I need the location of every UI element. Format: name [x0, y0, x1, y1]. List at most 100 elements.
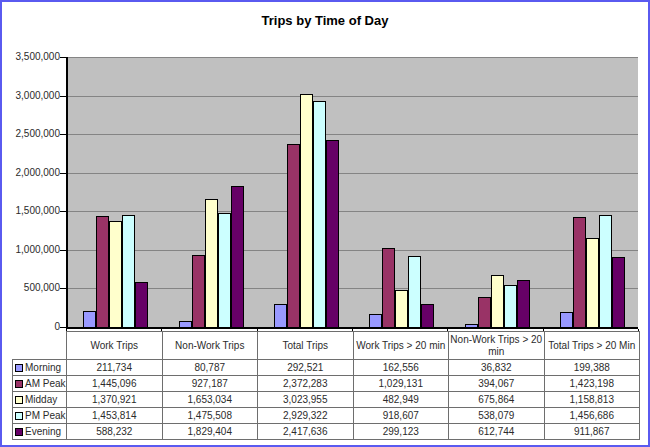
- legend-label: Midday: [25, 394, 57, 405]
- y-axis-label: 1,500,000: [4, 206, 60, 216]
- chart-data-table: Work TripsNon-Work TripsTotal TripsWork …: [12, 331, 640, 440]
- bar-evening: [326, 140, 339, 327]
- bar-am-peak: [382, 248, 395, 327]
- bar-pm-peak: [599, 215, 612, 327]
- bar-evening: [517, 280, 530, 327]
- bar-evening: [612, 257, 625, 327]
- value-cell: 292,521: [258, 360, 354, 376]
- value-cell: 1,456,686: [544, 408, 640, 424]
- value-cell: 482,949: [353, 392, 449, 408]
- table-row: Evening 588,2321,829,4042,417,636299,1236…: [13, 424, 640, 440]
- legend-cell-midday: Midday: [13, 392, 67, 408]
- legend-swatch-icon: [15, 364, 23, 372]
- value-cell: 918,607: [353, 408, 449, 424]
- bar-pm-peak: [218, 213, 231, 327]
- legend-swatch-icon: [15, 428, 23, 436]
- legend-label: PM Peak: [25, 410, 66, 421]
- table-corner-cell: [13, 332, 67, 360]
- bar-midday: [586, 238, 599, 327]
- bar-midday: [205, 199, 218, 327]
- value-cell: 1,829,404: [162, 424, 258, 440]
- value-cell: 1,453,814: [67, 408, 163, 424]
- value-cell: 1,445,096: [67, 376, 163, 392]
- legend-cell-evening: Evening: [13, 424, 67, 440]
- legend-cell-pm-peak: PM Peak: [13, 408, 67, 424]
- bar-midday: [491, 275, 504, 327]
- legend-swatch-icon: [15, 380, 23, 388]
- table-row: Midday 1,370,9211,653,0343,023,955482,949…: [13, 392, 640, 408]
- bar-group: [259, 57, 354, 327]
- value-cell: 1,423,198: [544, 376, 640, 392]
- value-cell: 1,029,131: [353, 376, 449, 392]
- legend-label: Morning: [25, 362, 61, 373]
- value-cell: 3,023,955: [258, 392, 354, 408]
- legend-swatch-icon: [15, 396, 23, 404]
- value-cell: 199,388: [544, 360, 640, 376]
- bar-midday: [300, 94, 313, 327]
- table-row: PM Peak1,453,8141,475,5082,929,322918,60…: [13, 408, 640, 424]
- legend-swatch-icon: [15, 412, 23, 420]
- bar-midday: [109, 221, 122, 327]
- bar-evening: [421, 304, 434, 327]
- column-header: Non-Work Trips > 20 min: [449, 332, 545, 360]
- y-axis-label: 500,000: [4, 283, 60, 293]
- bar-pm-peak: [313, 101, 326, 327]
- bar-group: [545, 57, 640, 327]
- bar-am-peak: [478, 297, 491, 327]
- bar-pm-peak: [122, 215, 135, 327]
- column-header: Work Trips: [67, 332, 163, 360]
- value-cell: 1,370,921: [67, 392, 163, 408]
- legend-label: Evening: [25, 426, 61, 437]
- bar-morning: [274, 304, 287, 327]
- bar-group: [449, 57, 545, 327]
- bar-group: [354, 57, 449, 327]
- chart-window: Trips by Time of Day 3,500,000 3,000,000 2…: [0, 0, 650, 447]
- value-cell: 211,734: [67, 360, 163, 376]
- bar-am-peak: [192, 255, 205, 327]
- value-cell: 911,867: [544, 424, 640, 440]
- y-axis-label: 2,500,000: [4, 129, 60, 139]
- value-cell: 2,929,322: [258, 408, 354, 424]
- bar-midday: [395, 290, 408, 327]
- value-cell: 299,123: [353, 424, 449, 440]
- bar-pm-peak: [408, 256, 421, 327]
- bar-morning: [465, 324, 478, 327]
- bar-morning: [83, 311, 96, 327]
- data-table: Work TripsNon-Work TripsTotal TripsWork …: [12, 331, 640, 440]
- y-axis-label: 2,000,000: [4, 168, 60, 178]
- value-cell: 162,556: [353, 360, 449, 376]
- table-row: Morning211,73480,787292,521162,55636,832…: [13, 360, 640, 376]
- chart-title: Trips by Time of Day: [2, 13, 648, 28]
- value-cell: 2,417,636: [258, 424, 354, 440]
- bar-morning: [369, 314, 382, 327]
- y-axis-label: 3,000,000: [4, 91, 60, 101]
- table-row: AM Peak1,445,096927,1872,372,2831,029,13…: [13, 376, 640, 392]
- bar-morning: [179, 321, 192, 327]
- value-cell: 1,653,034: [162, 392, 258, 408]
- column-header: Total Trips > 20 Min: [544, 332, 640, 360]
- value-cell: 1,158,813: [544, 392, 640, 408]
- value-cell: 675,864: [449, 392, 545, 408]
- bar-morning: [560, 312, 573, 327]
- value-cell: 1,475,508: [162, 408, 258, 424]
- value-cell: 2,372,283: [258, 376, 354, 392]
- value-cell: 612,744: [449, 424, 545, 440]
- value-cell: 394,067: [449, 376, 545, 392]
- legend-label: AM Peak: [25, 378, 66, 389]
- value-cell: 927,187: [162, 376, 258, 392]
- bar-group: [68, 57, 163, 327]
- legend-cell-morning: Morning: [13, 360, 67, 376]
- bar-evening: [135, 282, 148, 327]
- bar-evening: [231, 186, 244, 327]
- bar-am-peak: [573, 217, 586, 327]
- column-header: Non-Work Trips: [162, 332, 258, 360]
- bar-am-peak: [96, 216, 109, 327]
- value-cell: 538,079: [449, 408, 545, 424]
- table-header-row: Work TripsNon-Work TripsTotal TripsWork …: [13, 332, 640, 360]
- y-axis-label: 3,500,000: [4, 52, 60, 62]
- bar-am-peak: [287, 144, 300, 327]
- y-axis-label: 1,000,000: [4, 245, 60, 255]
- value-cell: 588,232: [67, 424, 163, 440]
- column-header: Work Trips > 20 min: [353, 332, 449, 360]
- value-cell: 80,787: [162, 360, 258, 376]
